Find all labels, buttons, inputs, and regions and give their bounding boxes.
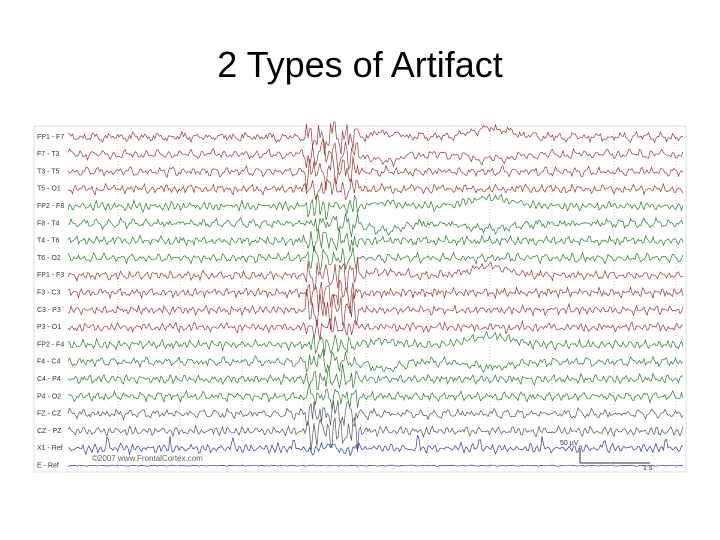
eeg-trace — [67, 348, 684, 374]
channel-label: CZ - PZ — [37, 428, 62, 435]
eeg-trace — [67, 193, 684, 221]
channel-label: P4 - O2 — [37, 393, 61, 400]
eeg-trace — [67, 228, 684, 253]
eeg-trace — [67, 400, 684, 427]
channel-label: X1 - Ref — [37, 445, 63, 452]
eeg-trace — [67, 416, 684, 453]
eeg-trace — [67, 245, 684, 271]
eeg-trace — [67, 330, 684, 356]
eeg-trace — [67, 464, 684, 467]
eeg-trace — [67, 434, 684, 457]
eeg-trace — [67, 213, 684, 238]
eeg-trace — [67, 154, 684, 191]
channel-label: FZ - CZ — [37, 411, 62, 418]
channel-label: P3 - O1 — [37, 324, 61, 331]
channel-label: FP2 - F8 — [37, 203, 64, 210]
eeg-trace — [67, 256, 684, 293]
channel-label: FP2 - F4 — [37, 341, 64, 348]
eeg-trace — [67, 279, 684, 314]
channel-label: FP1 - F7 — [37, 134, 64, 141]
time-grid — [117, 128, 677, 470]
channel-label: F7 - T3 — [37, 151, 60, 158]
channel-label: T5 - O1 — [37, 186, 61, 193]
copyright: ©2007 www.FrontalCortex.com — [92, 454, 203, 463]
channel-labels: FP1 - F7 F7 - T3 T3 - T5 T5 - O1 FP2 - F8 F8 … — [37, 134, 64, 470]
eeg-trace — [67, 384, 684, 410]
channel-label: F4 - C4 — [37, 359, 60, 366]
time-scale: 1 s — [643, 465, 653, 472]
eeg-trace — [67, 121, 684, 155]
eeg-trace — [67, 137, 684, 172]
channel-label: F8 - T4 — [37, 220, 60, 227]
channel-label: T3 - T5 — [37, 168, 60, 175]
figure-frame — [33, 125, 687, 473]
channel-label: C3 - P3 — [37, 307, 61, 314]
channel-label: C4 - P4 — [37, 376, 61, 383]
eeg-trace — [67, 316, 684, 341]
amplitude-scale: 50 µV — [560, 440, 579, 447]
eeg-trace — [67, 288, 684, 331]
channel-label: T6 - O2 — [37, 255, 61, 262]
slide-title: 2 Types of Artifact — [217, 44, 503, 85]
eeg-trace — [67, 363, 683, 391]
channel-label: F3 - C3 — [37, 290, 60, 297]
traces — [67, 121, 684, 467]
channel-label: E - Ref — [37, 463, 59, 470]
eeg-trace — [67, 175, 684, 201]
channel-label: FP1 - F3 — [37, 272, 64, 279]
channel-label: T4 - T6 — [37, 238, 60, 245]
